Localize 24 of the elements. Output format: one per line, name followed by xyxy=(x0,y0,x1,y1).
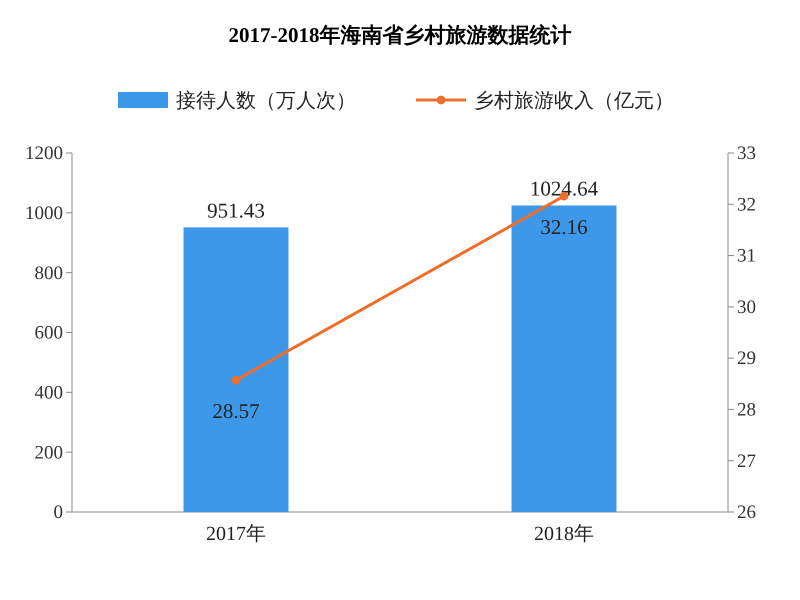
y2-tick-label: 26 xyxy=(737,502,756,524)
data-label: 951.43 xyxy=(207,198,265,222)
y2-tick-label: 27 xyxy=(737,450,756,472)
y-tick-label: 200 xyxy=(34,442,63,464)
y-tick-label: 1200 xyxy=(25,143,63,164)
y2-tick-label: 28 xyxy=(737,400,756,421)
legend-label: 乡村旅游收入（亿元） xyxy=(474,90,674,112)
y-tick-label: 400 xyxy=(34,382,63,404)
y2-tick-label: 29 xyxy=(737,348,756,370)
data-label: 1024.64 xyxy=(530,176,599,200)
x-tick-label: 2018年 xyxy=(534,523,594,546)
data-label: 32.16 xyxy=(540,215,588,240)
y-tick-label: 800 xyxy=(34,262,63,284)
data-label: 28.57 xyxy=(212,399,260,424)
y2-tick-label: 30 xyxy=(737,296,756,318)
y-tick-label: 0 xyxy=(54,502,63,524)
y-tick-label: 600 xyxy=(34,322,63,344)
y2-tick-label: 33 xyxy=(737,143,756,164)
chart-title: 2017-2018年海南省乡村旅游数据统计 xyxy=(228,23,572,47)
legend-label: 接待人数（万人次） xyxy=(176,90,356,112)
y-tick-label: 1000 xyxy=(25,202,63,224)
x-tick-label: 2017年 xyxy=(206,523,266,546)
y2-tick-label: 31 xyxy=(737,246,756,267)
y2-tick-label: 32 xyxy=(737,194,756,216)
